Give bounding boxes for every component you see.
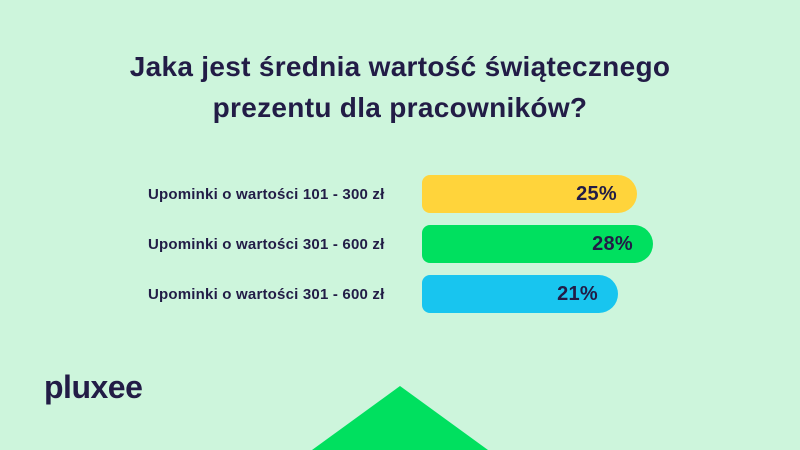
bar-301-600-b: 21% — [422, 275, 618, 313]
bar-101-300: 25% — [422, 175, 637, 213]
chart-row-301-600-b: Upominki o wartości 301 - 600 zł 21% — [148, 275, 653, 313]
bar-label-101-300: Upominki o wartości 101 - 300 zł — [148, 185, 385, 203]
pluxee-logo: pluxee — [44, 369, 143, 405]
triangle-up-icon — [312, 386, 488, 450]
bar-label-301-600-a: Upominki o wartości 301 - 600 zł — [148, 235, 385, 253]
bar-label-301-600-b: Upominki o wartości 301 - 600 zł — [148, 285, 385, 303]
bar-value-101-300: 25% — [576, 182, 617, 205]
page-title: Jaka jest średnia wartość świątecznego p… — [0, 46, 800, 128]
bar-value-301-600-b: 21% — [557, 282, 598, 305]
bar-chart: Upominki o wartości 101 - 300 zł 25% Upo… — [148, 175, 653, 325]
bar-value-301-600-a: 28% — [592, 232, 633, 255]
title-line-1: Jaka jest średnia wartość świątecznego — [129, 51, 671, 82]
bar-301-600-a: 28% — [422, 225, 653, 263]
chart-row-101-300: Upominki o wartości 101 - 300 zł 25% — [148, 175, 653, 213]
title-line-2: prezentu dla pracowników? — [212, 92, 588, 123]
chart-row-301-600-a: Upominki o wartości 301 - 600 zł 28% — [148, 225, 653, 263]
